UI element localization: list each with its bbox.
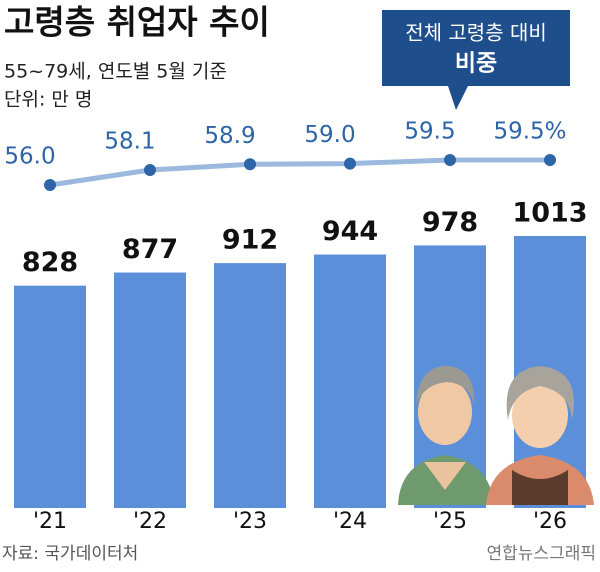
bar [14,285,86,508]
point [244,158,256,171]
callout-text: 전체 고령층 대비 [405,21,547,45]
data-label: 58.1 [104,129,155,155]
point [344,157,356,170]
x-tick-label: '25 [433,509,467,534]
data-label: 978 [422,207,478,238]
face [418,379,472,445]
data-label: 912 [222,225,278,256]
callout-text: 비중 [455,51,497,77]
data-label: 56.0 [4,144,55,170]
bar [214,263,286,508]
callout: 전체 고령층 대비 비중 [382,10,570,110]
subtitle: 55~79세, 연도별 5월 기준 [4,61,227,83]
line [49,157,550,188]
data-label: 58.9 [204,123,255,149]
illustration [398,366,594,505]
callout-box [382,10,570,110]
point [444,154,456,166]
data-label: 59.5 [404,119,455,145]
point [144,164,156,176]
bar [114,272,186,508]
data-label: 877 [122,234,178,265]
source: 자료: 국가데이터처 [2,544,138,564]
x-tick-label: '24 [333,509,367,534]
data-label: 944 [322,216,378,247]
credit: 연합뉴스그래픽 [487,544,596,564]
point [544,154,556,166]
apron [512,470,568,505]
neck [424,462,466,490]
face [512,382,568,448]
x-tick-label: '22 [133,509,167,534]
x-tick-label: '21 [33,509,67,534]
x-tick-label: '26 [533,509,567,534]
data-label: 59.5% [493,119,566,145]
hair [416,366,475,405]
data-label: 828 [22,247,78,278]
hair [506,366,574,420]
chart-title: 고령층 취업자 추이 [4,3,270,42]
bar [314,254,386,508]
unit-label: 단위: 만 명 [4,89,92,111]
plot: 828 877 912 944 978 1013 56.0 58.1 58.9 59.0 59.5 5… [4,119,588,508]
data-label: 1013 [512,198,587,229]
point [44,179,56,191]
x-tick-label: '23 [233,509,267,534]
data-label: 59.0 [304,122,355,148]
